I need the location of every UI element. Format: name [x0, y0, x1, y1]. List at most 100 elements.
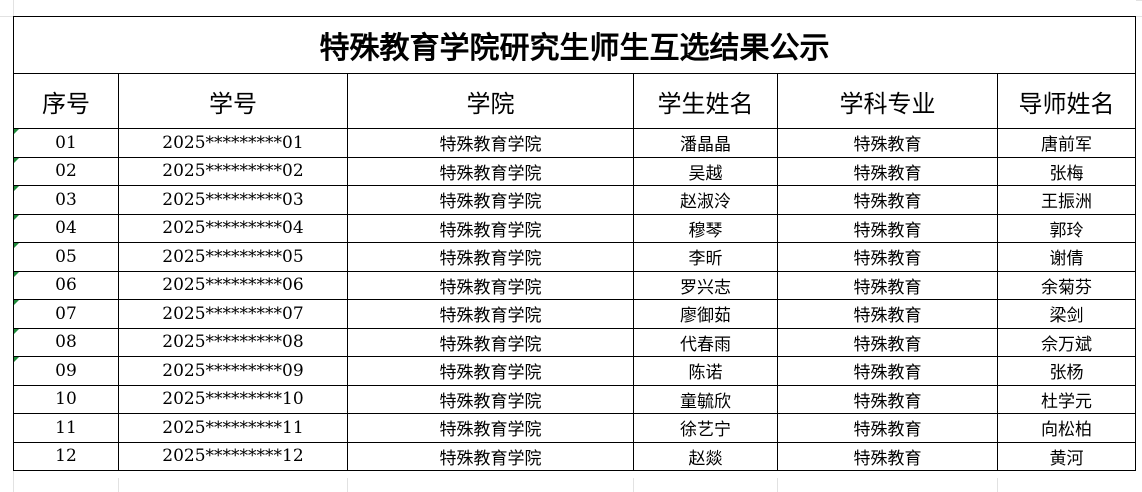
cell-col-index[interactable]: 12 — [13, 441, 119, 471]
cell-text: 张梅 — [1049, 163, 1084, 184]
cell-col-student-id[interactable]: 2025*********07 — [118, 299, 348, 329]
cell-col-student-id[interactable]: 2025*********09 — [118, 356, 348, 386]
cell-col-advisor[interactable]: 王振洲 — [997, 185, 1136, 215]
cell-col-student-name[interactable]: 陈诺 — [633, 356, 778, 386]
cell-col-student-id[interactable]: 2025*********03 — [118, 185, 348, 215]
cell-col-college[interactable]: 特殊教育学院 — [347, 356, 634, 386]
header-col-advisor[interactable]: 导师姓名 — [997, 73, 1136, 129]
cell-text: 2025*********03 — [162, 189, 304, 210]
cell-col-college[interactable]: 特殊教育学院 — [347, 384, 634, 414]
header-col-student-id[interactable]: 学号 — [118, 73, 348, 129]
cell-col-student-name[interactable]: 罗兴志 — [633, 270, 778, 300]
cell-col-advisor[interactable]: 黄河 — [997, 441, 1136, 471]
cell-text: 特殊教育 — [853, 448, 922, 469]
cell-text: 特殊教育学院 — [439, 163, 542, 184]
cell-text: 2025*********01 — [162, 132, 304, 153]
cell-col-major[interactable]: 特殊教育 — [777, 327, 998, 357]
header-col-index[interactable]: 序号 — [13, 73, 119, 129]
cell-col-index[interactable]: 05 — [13, 242, 119, 272]
cell-col-index[interactable]: 09 — [13, 356, 119, 386]
cell-text: 余菊芬 — [1041, 277, 1092, 298]
cell-col-index[interactable]: 08 — [13, 327, 119, 357]
cell-col-student-name[interactable]: 赵淑泠 — [633, 185, 778, 215]
cell-text: 特殊教育学院 — [439, 135, 542, 156]
header-col-major[interactable]: 学科专业 — [777, 73, 998, 129]
cell-col-major[interactable]: 特殊教育 — [777, 413, 998, 443]
table-row: 09 2025*********09 特殊教育学院 陈诺 特殊教育 张杨 — [13, 356, 1136, 386]
cell-col-index[interactable]: 10 — [13, 384, 119, 414]
cell-col-college[interactable]: 特殊教育学院 — [347, 185, 634, 215]
cell-col-advisor[interactable]: 张梅 — [997, 156, 1136, 186]
cell-col-advisor[interactable]: 梁剑 — [997, 299, 1136, 329]
cell-col-student-name[interactable]: 童毓欣 — [633, 384, 778, 414]
cell-text: 11 — [55, 417, 77, 438]
cell-col-college[interactable]: 特殊教育学院 — [347, 441, 634, 471]
header-col-college[interactable]: 学院 — [347, 73, 634, 129]
gridline — [997, 478, 998, 492]
cell-col-major[interactable]: 特殊教育 — [777, 356, 998, 386]
cell-col-major[interactable]: 特殊教育 — [777, 156, 998, 186]
cell-col-college[interactable]: 特殊教育学院 — [347, 270, 634, 300]
cell-col-college[interactable]: 特殊教育学院 — [347, 413, 634, 443]
cell-col-student-name[interactable]: 李昕 — [633, 242, 778, 272]
cell-col-index[interactable]: 06 — [13, 270, 119, 300]
cell-col-advisor[interactable]: 佘万斌 — [997, 327, 1136, 357]
cell-col-major[interactable]: 特殊教育 — [777, 242, 998, 272]
table-row: 01 2025*********01 特殊教育学院 潘晶晶 特殊教育 唐前军 — [13, 128, 1136, 158]
cell-col-student-name[interactable]: 代春雨 — [633, 327, 778, 357]
cell-text: 特殊教育 — [853, 277, 922, 298]
cell-col-major[interactable]: 特殊教育 — [777, 128, 998, 158]
cell-col-major[interactable]: 特殊教育 — [777, 299, 998, 329]
cell-text: 王振洲 — [1041, 192, 1092, 213]
cell-text: 穆琴 — [688, 220, 723, 241]
cell-col-college[interactable]: 特殊教育学院 — [347, 128, 634, 158]
cell-col-student-name[interactable]: 廖御茹 — [633, 299, 778, 329]
cell-col-student-id[interactable]: 2025*********12 — [118, 441, 348, 471]
cell-col-student-name[interactable]: 徐艺宁 — [633, 413, 778, 443]
cell-col-major[interactable]: 特殊教育 — [777, 185, 998, 215]
cell-col-student-name[interactable]: 吴越 — [633, 156, 778, 186]
cell-text: 06 — [55, 275, 77, 296]
cell-col-major[interactable]: 特殊教育 — [777, 441, 998, 471]
cell-col-student-id[interactable]: 2025*********05 — [118, 242, 348, 272]
cell-col-index[interactable]: 02 — [13, 156, 119, 186]
cell-col-student-id[interactable]: 2025*********04 — [118, 213, 348, 243]
cell-col-student-name[interactable]: 赵燚 — [633, 441, 778, 471]
cell-col-advisor[interactable]: 余菊芬 — [997, 270, 1136, 300]
cell-col-index[interactable]: 01 — [13, 128, 119, 158]
cell-col-index[interactable]: 04 — [13, 213, 119, 243]
cell-col-student-id[interactable]: 2025*********01 — [118, 128, 348, 158]
cell-col-college[interactable]: 特殊教育学院 — [347, 299, 634, 329]
cell-col-advisor[interactable]: 杜学元 — [997, 384, 1136, 414]
cell-col-major[interactable]: 特殊教育 — [777, 270, 998, 300]
cell-col-advisor[interactable]: 向松柏 — [997, 413, 1136, 443]
cell-col-college[interactable]: 特殊教育学院 — [347, 242, 634, 272]
gridline — [633, 478, 634, 492]
cell-col-student-id[interactable]: 2025*********08 — [118, 327, 348, 357]
table-title[interactable]: 特殊教育学院研究生师生互选结果公示 — [13, 16, 1136, 74]
cell-col-advisor[interactable]: 唐前军 — [997, 128, 1136, 158]
cell-text: 特殊教育学院 — [439, 192, 542, 213]
cell-text: 2025*********06 — [162, 275, 304, 296]
cell-col-advisor[interactable]: 郭玲 — [997, 213, 1136, 243]
cell-col-student-id[interactable]: 2025*********10 — [118, 384, 348, 414]
cell-text: 张杨 — [1049, 363, 1084, 384]
cell-col-index[interactable]: 11 — [13, 413, 119, 443]
cell-col-major[interactable]: 特殊教育 — [777, 384, 998, 414]
cell-col-college[interactable]: 特殊教育学院 — [347, 327, 634, 357]
cell-text: 2025*********12 — [162, 446, 304, 467]
cell-col-college[interactable]: 特殊教育学院 — [347, 213, 634, 243]
cell-col-index[interactable]: 07 — [13, 299, 119, 329]
header-col-student-name[interactable]: 学生姓名 — [633, 73, 778, 129]
cell-col-college[interactable]: 特殊教育学院 — [347, 156, 634, 186]
cell-col-advisor[interactable]: 谢倩 — [997, 242, 1136, 272]
cell-col-student-id[interactable]: 2025*********11 — [118, 413, 348, 443]
cell-col-student-id[interactable]: 2025*********02 — [118, 156, 348, 186]
cell-col-student-id[interactable]: 2025*********06 — [118, 270, 348, 300]
cell-col-advisor[interactable]: 张杨 — [997, 356, 1136, 386]
cell-col-student-name[interactable]: 潘晶晶 — [633, 128, 778, 158]
cell-text: 特殊教育学院 — [439, 306, 542, 327]
cell-col-index[interactable]: 03 — [13, 185, 119, 215]
cell-col-major[interactable]: 特殊教育 — [777, 213, 998, 243]
cell-col-student-name[interactable]: 穆琴 — [633, 213, 778, 243]
